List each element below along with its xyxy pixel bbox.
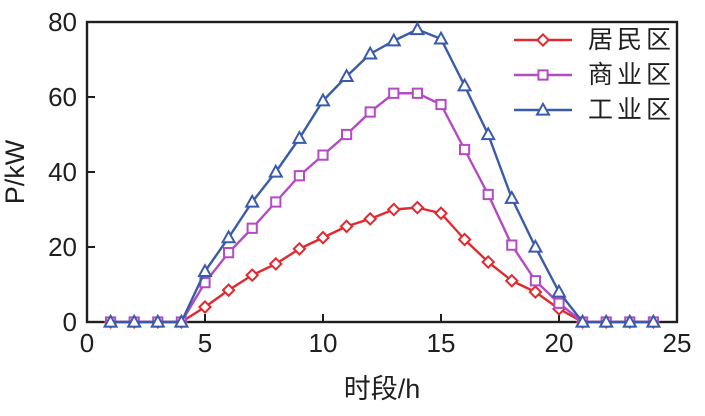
triangle-marker — [433, 30, 449, 45]
square-marker — [317, 149, 329, 161]
diamond-marker — [197, 299, 213, 315]
y-tick-label: 0 — [63, 307, 77, 337]
diamond-marker — [457, 232, 472, 247]
square-marker — [506, 239, 518, 251]
x-tick-label: 20 — [545, 328, 574, 358]
x-tick-label: 10 — [309, 328, 338, 358]
square-marker — [341, 128, 353, 141]
square-marker — [246, 222, 258, 234]
triangle-marker — [456, 77, 473, 92]
y-tick-label: 80 — [48, 7, 77, 37]
diamond-marker — [528, 284, 543, 300]
x-tick-label: 5 — [198, 328, 212, 358]
legend-sample-triangle — [514, 101, 572, 116]
square-marker — [270, 196, 282, 208]
square-marker — [482, 188, 494, 201]
diamond-marker — [268, 256, 283, 271]
triangle-marker — [291, 129, 308, 144]
square-marker — [388, 87, 400, 99]
legend-sample-diamond — [514, 32, 572, 48]
legend-sample-square — [514, 69, 572, 81]
triangle-marker — [409, 21, 426, 36]
triangle-marker — [527, 238, 544, 253]
x-axis-label: 时段/h — [344, 374, 421, 404]
y-tick-label: 40 — [48, 157, 77, 187]
triangle-marker — [315, 92, 331, 107]
triangle-marker — [362, 45, 378, 60]
chart-legend: 居民区 商业区 工业区 — [512, 27, 675, 123]
triangle-marker — [268, 163, 284, 178]
triangle-marker — [480, 126, 496, 141]
square-marker — [529, 275, 541, 287]
diamond-marker — [292, 241, 307, 256]
y-tick-label: 20 — [48, 232, 77, 262]
series-工业区 — [102, 21, 662, 328]
diamond-marker — [504, 273, 519, 288]
triangle-marker — [645, 313, 662, 328]
diamond-marker — [410, 200, 425, 215]
diamond-marker — [433, 206, 449, 221]
triangle-marker — [551, 283, 567, 298]
diamond-marker — [339, 219, 354, 234]
triangle-marker — [197, 263, 213, 277]
diamond-marker — [245, 268, 260, 283]
square-marker — [459, 143, 471, 156]
diamond-marker — [221, 283, 236, 298]
square-icon — [537, 69, 549, 81]
x-tick-label: 0 — [80, 328, 94, 358]
square-marker — [435, 98, 447, 111]
triangle-marker — [244, 193, 260, 208]
square-marker — [364, 106, 376, 118]
legend-label: 工业区 — [588, 96, 676, 124]
square-marker — [293, 170, 305, 182]
triangle-icon — [535, 101, 551, 116]
triangle-marker — [504, 189, 520, 204]
triangle-marker — [622, 313, 638, 328]
square-marker — [553, 297, 565, 309]
legend-item-居民区: 居民区 — [512, 27, 675, 53]
triangle-marker — [150, 313, 166, 328]
triangle-marker — [173, 313, 190, 328]
triangle-marker — [574, 313, 591, 328]
triangle-marker — [220, 229, 237, 244]
legend-label: 商业区 — [588, 61, 676, 89]
diamond-marker — [363, 211, 378, 226]
square-marker — [411, 87, 423, 99]
legend-item-商业区: 商业区 — [512, 62, 675, 88]
x-tick-label: 15 — [427, 328, 456, 358]
legend-item-工业区: 工业区 — [512, 97, 675, 123]
triangle-marker — [126, 313, 142, 328]
y-tick-label: 60 — [48, 82, 77, 112]
square-marker — [223, 247, 235, 259]
diamond-marker — [481, 254, 496, 270]
triangle-marker — [102, 313, 119, 328]
square-marker — [199, 277, 211, 289]
diamond-icon — [535, 32, 551, 48]
series-商业区 — [105, 87, 659, 328]
triangle-marker — [386, 32, 402, 47]
triangle-marker — [338, 68, 355, 82]
legend-label: 居民区 — [588, 26, 676, 54]
series-line — [110, 92, 654, 324]
x-tick-label: 25 — [663, 328, 692, 358]
triangle-marker — [598, 313, 614, 328]
diamond-marker — [386, 202, 401, 217]
diamond-marker — [315, 230, 331, 245]
y-axis-label: P/kW — [0, 139, 30, 204]
